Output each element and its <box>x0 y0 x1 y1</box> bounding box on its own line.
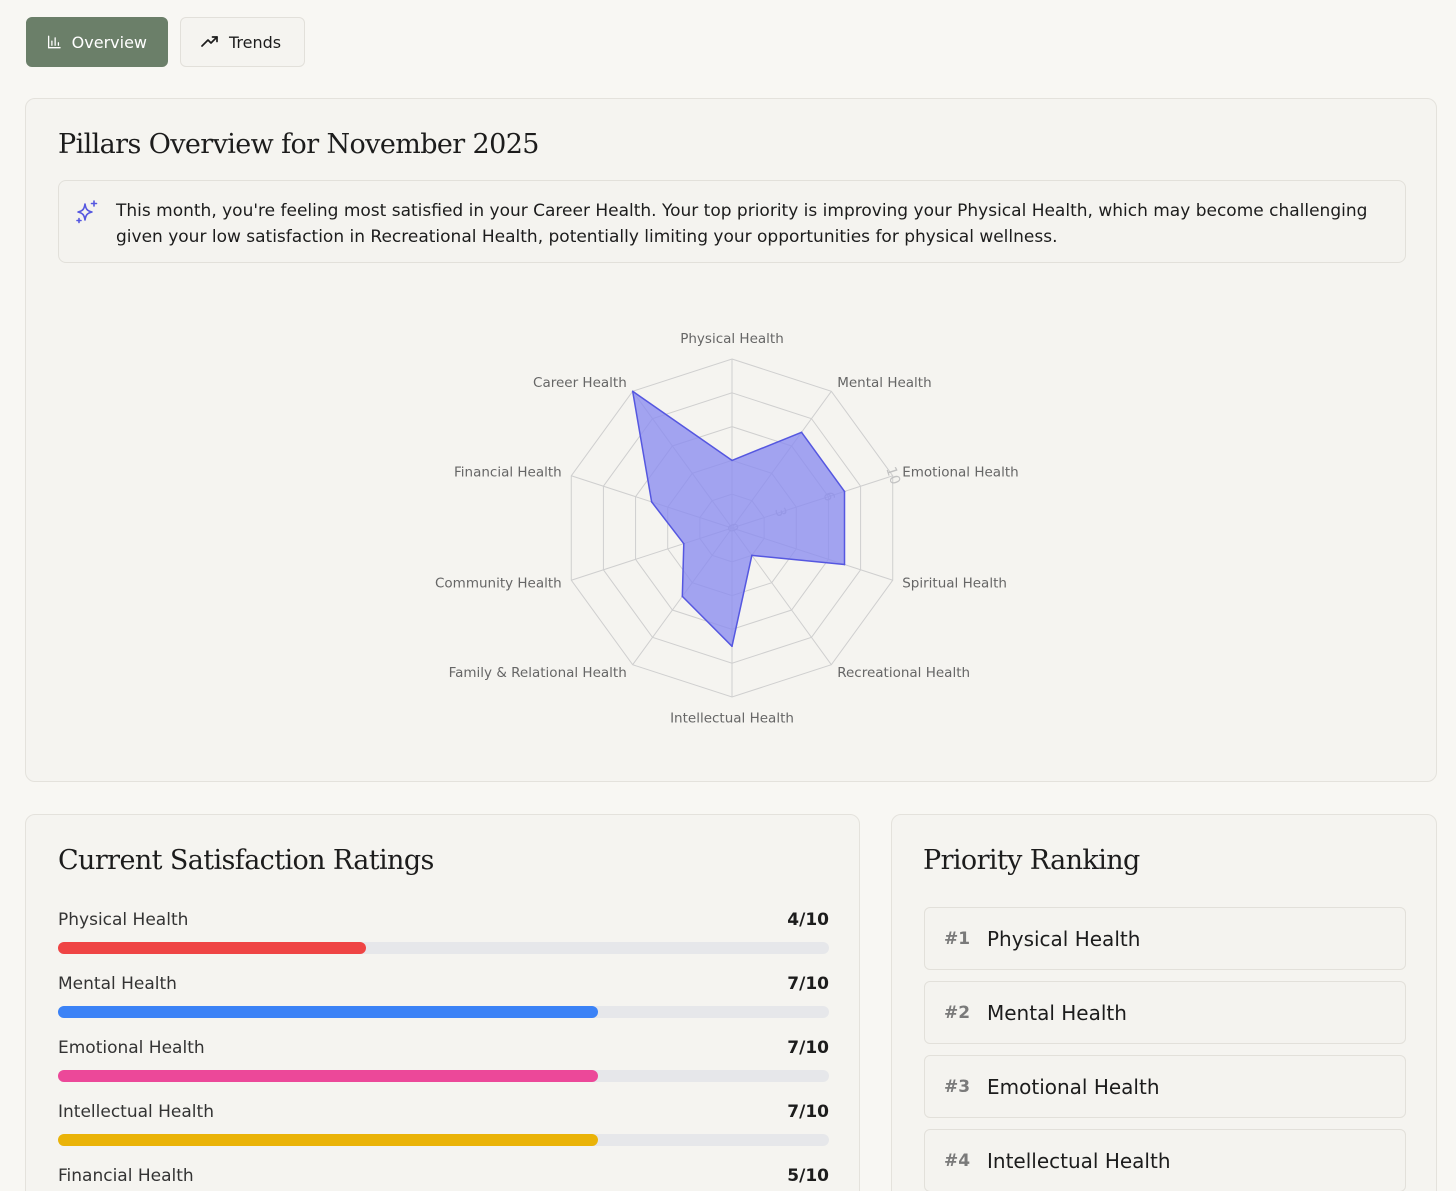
rating-bar-track <box>58 942 829 954</box>
rating-bar-fill <box>58 1070 598 1082</box>
radar-data-point <box>843 490 846 493</box>
radar-data-point <box>800 431 803 434</box>
rating-bar-track <box>58 1134 829 1146</box>
priority-name: Intellectual Health <box>987 1148 1171 1173</box>
tab-trends-label: Trends <box>229 32 282 52</box>
radar-axis-label: Intellectual Health <box>670 711 794 727</box>
rating-bar-track <box>58 1006 829 1018</box>
bar-chart-icon <box>47 35 61 49</box>
radar-data-point <box>731 645 733 648</box>
rating-row: Financial Health 5/10 <box>58 1166 829 1191</box>
radar-axis-label: Financial Health <box>454 465 562 481</box>
rating-row: Emotional Health 7/10 <box>58 1038 829 1082</box>
tab-overview-label: Overview <box>71 32 147 52</box>
priority-name: Mental Health <box>987 1000 1127 1025</box>
rating-value: 7/10 <box>787 1102 829 1122</box>
priority-rank: #2 <box>944 1002 971 1023</box>
radar-axis-label: Spiritual Health <box>902 575 1007 591</box>
radar-axis-label: Family & Relational Health <box>449 665 627 681</box>
satisfaction-card: Current Satisfaction Ratings Physical He… <box>25 814 860 1191</box>
radar-axis-label: Career Health <box>533 375 627 391</box>
tab-overview[interactable]: Overview <box>26 17 168 67</box>
overview-title: Pillars Overview for November 2025 <box>58 129 539 160</box>
rating-value: 7/10 <box>787 1038 829 1058</box>
radar-data-point <box>843 563 846 566</box>
radar-axis-label: Recreational Health <box>837 665 970 681</box>
rating-bar-fill <box>58 1134 598 1146</box>
priority-item[interactable]: #3 Emotional Health <box>924 1055 1406 1118</box>
priority-card: Priority Ranking #1 Physical Health #2 Ment… <box>891 814 1437 1191</box>
radar-axis-label: Emotional Health <box>902 465 1018 481</box>
priority-rank: #3 <box>944 1076 971 1097</box>
sparkle-icon <box>76 200 98 224</box>
tab-trends[interactable]: Trends <box>180 17 305 67</box>
radar-data-point <box>681 595 684 598</box>
priority-title: Priority Ranking <box>923 845 1140 876</box>
radar-data-point <box>731 459 733 462</box>
rating-value: 4/10 <box>787 910 829 930</box>
insight-box: This month, you're feeling most satisfie… <box>58 180 1406 263</box>
radar-data-point <box>682 542 685 545</box>
priority-name: Physical Health <box>987 926 1141 951</box>
rating-row: Intellectual Health 7/10 <box>58 1102 829 1146</box>
rating-name: Intellectual Health <box>58 1102 214 1122</box>
satisfaction-title: Current Satisfaction Ratings <box>58 845 434 876</box>
rating-name: Physical Health <box>58 910 189 930</box>
insight-text: This month, you're feeling most satisfie… <box>116 201 1368 247</box>
rating-bar-fill <box>58 942 367 954</box>
priority-rank: #1 <box>944 928 971 949</box>
priority-item[interactable]: #1 Physical Health <box>924 907 1406 970</box>
radar-tick-label: 10 <box>882 465 903 487</box>
radar-data-point <box>631 390 634 393</box>
rating-name: Emotional Health <box>58 1038 205 1058</box>
rating-name: Mental Health <box>58 974 177 994</box>
radar-axis-label: Physical Health <box>680 331 784 347</box>
radar-data-area <box>631 390 846 648</box>
trending-up-icon <box>201 36 218 47</box>
rating-bar-track <box>58 1070 829 1082</box>
priority-item[interactable]: #2 Mental Health <box>924 981 1406 1044</box>
radar-axis-label: Community Health <box>435 575 562 591</box>
rating-name: Financial Health <box>58 1166 194 1186</box>
priority-item[interactable]: #4 Intellectual Health <box>924 1129 1406 1191</box>
rating-bar-fill <box>58 1006 598 1018</box>
rating-value: 7/10 <box>787 974 829 994</box>
rating-row: Mental Health 7/10 <box>58 974 829 1018</box>
radar-data-point <box>751 554 753 557</box>
pillars-overview-card: Pillars Overview for November 2025 This … <box>25 98 1437 782</box>
rating-value: 5/10 <box>787 1166 829 1186</box>
view-tabs: Overview Trends <box>26 17 305 67</box>
priority-rank: #4 <box>944 1150 971 1171</box>
rating-row: Physical Health 4/10 <box>58 910 829 954</box>
radar-data-point <box>650 501 653 503</box>
radar-axis-label: Mental Health <box>837 375 931 391</box>
priority-name: Emotional Health <box>987 1074 1160 1099</box>
